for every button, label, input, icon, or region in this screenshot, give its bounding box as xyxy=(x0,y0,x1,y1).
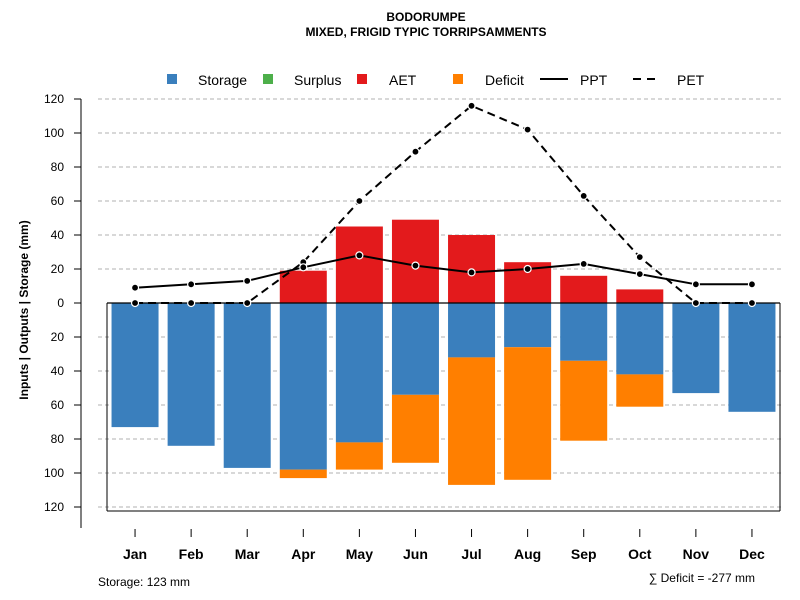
storage-bar xyxy=(616,303,664,375)
pet-point xyxy=(355,196,364,206)
pet-point xyxy=(243,298,252,308)
deficit-bar xyxy=(279,469,327,479)
x-tick-label: Sep xyxy=(571,546,597,562)
storage-footnote: Storage: 123 mm xyxy=(98,575,190,589)
legend-label-deficit: Deficit xyxy=(485,72,524,88)
pet-point xyxy=(523,125,532,134)
pet-point xyxy=(747,298,757,308)
storage-bar xyxy=(672,303,720,394)
axes: 120 100 80 60 40 20 0 20 40 60 80 100 120 Jan Feb Mar Ap… xyxy=(44,92,781,562)
storage-bar xyxy=(504,303,552,348)
x-tick-label: Oct xyxy=(628,546,652,562)
y-tick-label: 120 xyxy=(44,92,64,106)
storage-bar xyxy=(728,303,776,412)
storage-bar xyxy=(223,303,271,468)
ppt-point xyxy=(747,280,757,289)
x-tick-label: Feb xyxy=(179,546,204,562)
pet-line xyxy=(135,104,752,304)
storage-bar xyxy=(560,303,608,361)
ppt-point xyxy=(691,280,700,289)
x-tick-label: Mar xyxy=(235,546,260,562)
aet-bar xyxy=(560,275,608,303)
pet-point xyxy=(130,298,140,308)
y-tick-label: 20 xyxy=(51,330,65,344)
ppt-point xyxy=(635,270,644,279)
ppt-point xyxy=(187,280,196,289)
x-tick-label: Jan xyxy=(123,546,147,562)
ppt-point xyxy=(299,263,308,272)
storage-bar xyxy=(448,303,496,358)
legend-swatch-surplus xyxy=(263,74,273,84)
pet-point xyxy=(691,298,700,308)
pet-point xyxy=(467,101,476,110)
deficit-bar xyxy=(391,394,439,463)
ppt-point xyxy=(579,259,588,268)
deficit-footnote: ∑ Deficit = -277 mm xyxy=(649,571,755,585)
storage-bar xyxy=(279,303,327,470)
legend-label-ppt: PPT xyxy=(580,72,608,88)
x-tick-label: Aug xyxy=(514,546,541,562)
deficit-bar xyxy=(616,374,664,407)
legend-label-aet: AET xyxy=(389,72,417,88)
gridlines xyxy=(98,98,782,508)
ppt-point xyxy=(523,264,532,274)
legend-label-surplus: Surplus xyxy=(294,72,341,88)
aet-bar xyxy=(279,270,327,303)
y-tick-label: 80 xyxy=(51,160,65,174)
y-tick-label: 120 xyxy=(44,500,64,514)
storage-bar xyxy=(391,303,439,395)
deficit-bar xyxy=(504,347,552,480)
y-tick-label: 100 xyxy=(44,466,64,480)
x-tick-label: Jul xyxy=(461,546,481,562)
deficit-bar xyxy=(335,442,383,470)
aet-bar xyxy=(616,289,664,303)
x-tick-label: Nov xyxy=(683,546,710,562)
x-tick-label: May xyxy=(346,546,373,562)
y-tick-label: 100 xyxy=(44,126,64,140)
deficit-bar xyxy=(560,360,608,441)
ppt-point xyxy=(355,251,364,260)
ppt-point xyxy=(130,283,140,292)
legend-swatch-storage xyxy=(167,74,177,84)
y-tick-label: 40 xyxy=(51,228,65,242)
legend-swatch-deficit xyxy=(453,74,463,84)
legend-label-storage: Storage xyxy=(198,72,247,88)
y-tick-label: 60 xyxy=(51,398,65,412)
pet-point xyxy=(579,191,588,200)
ppt-point xyxy=(243,276,252,285)
y-tick-label: 40 xyxy=(51,364,65,378)
legend-swatch-aet xyxy=(357,74,367,84)
y-axis-label: Inputs | Outputs | Storage (mm) xyxy=(17,220,31,399)
chart-title: BODORUMPE xyxy=(386,10,465,24)
storage-bar xyxy=(167,303,215,446)
series-lines xyxy=(130,101,757,308)
pet-point xyxy=(187,298,196,308)
aet-bar xyxy=(391,219,439,303)
storage-bar xyxy=(111,303,159,428)
storage-bar xyxy=(335,303,383,443)
x-tick-label: Jun xyxy=(403,546,428,562)
aet-bar xyxy=(335,226,383,303)
x-tick-label: Apr xyxy=(291,546,316,562)
y-tick-label: 80 xyxy=(51,432,65,446)
pet-point xyxy=(411,147,420,156)
x-tick-label: Dec xyxy=(739,546,765,562)
pet-point xyxy=(635,253,644,262)
legend: Storage Surplus AET Deficit PPT PET xyxy=(167,72,705,88)
ppt-line xyxy=(134,254,752,289)
ppt-point xyxy=(467,268,476,277)
deficit-bar xyxy=(448,357,496,485)
legend-label-pet: PET xyxy=(677,72,705,88)
ppt-point xyxy=(411,261,420,270)
y-tick-label: 0 xyxy=(57,296,64,310)
y-tick-label: 60 xyxy=(51,194,65,208)
bars xyxy=(111,219,776,485)
chart-subtitle: MIXED, FRIGID TYPIC TORRIPSAMMENTS xyxy=(305,25,546,39)
y-tick-label: 20 xyxy=(51,262,65,276)
